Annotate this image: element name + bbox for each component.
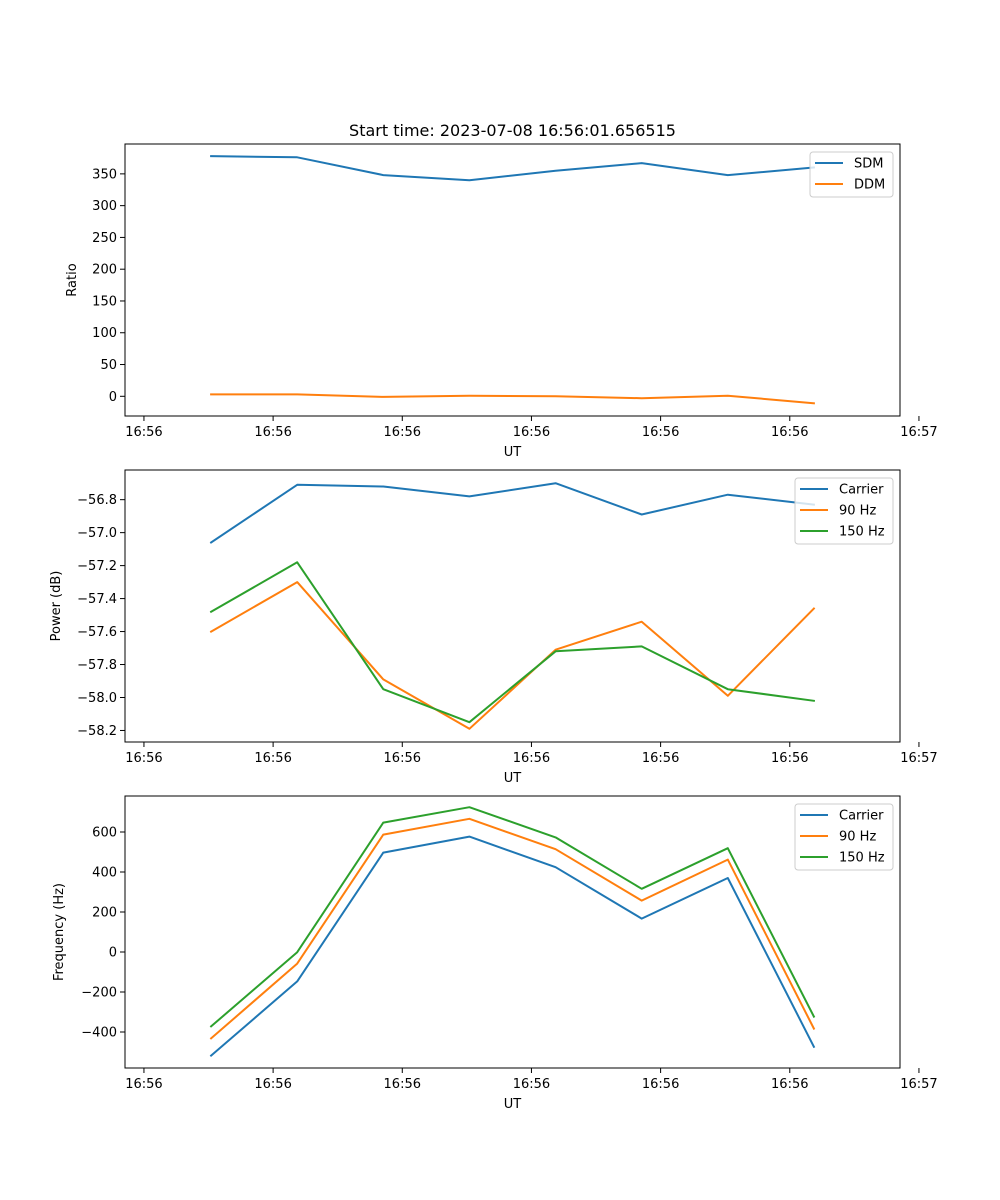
y-tick-label: 200: [92, 263, 117, 278]
x-tick-label: 16:56: [254, 751, 291, 766]
subplot-2: 16:56 16:56 16:56 16:56 16:56 16:56 16:57 −58.2…: [49, 469, 938, 786]
y-tick-label: −57.6: [77, 625, 117, 640]
y-tick-label: −57.2: [77, 559, 117, 574]
y-tick-label: −58.2: [77, 724, 117, 739]
x-tick-label: 16:56: [384, 1077, 421, 1092]
chart-title: Start time: 2023-07-08 16:56:01.656515: [349, 121, 676, 140]
y-tick-label: 250: [92, 231, 117, 246]
x-tick-label: 16:56: [125, 425, 162, 440]
legend-label: 90 Hz: [839, 504, 876, 519]
y-tick-label: 300: [92, 199, 117, 214]
y-tick-label: 0: [109, 390, 117, 405]
x-tick-label: 16:56: [254, 1077, 291, 1092]
y-tick-label: 100: [92, 326, 117, 341]
legend-label: SDM: [854, 157, 883, 172]
x-tick-label: 16:56: [642, 425, 679, 440]
x-tick-label: 16:57: [900, 1077, 937, 1092]
x-axis-label: UT: [504, 1097, 522, 1112]
x-axis-label: UT: [504, 445, 522, 460]
y-tick-label: −57.0: [77, 526, 117, 541]
x-tick-label: 16:57: [900, 751, 937, 766]
x-tick-label: 16:56: [771, 1077, 808, 1092]
x-tick-label: 16:56: [642, 1077, 679, 1092]
y-axis-label: Power (dB): [49, 571, 64, 642]
legend: Carrier 90 Hz 150 Hz: [794, 803, 894, 871]
y-tick-label: 400: [92, 866, 117, 881]
y-tick-label: 0: [109, 946, 117, 961]
subplot-3: 16:56 16:56 16:56 16:56 16:56 16:56 16:57 −400 −…: [52, 795, 938, 1112]
y-tick-label: −400: [81, 1026, 117, 1041]
axes-frame: [124, 469, 901, 743]
series-line-carrier: [209, 482, 816, 544]
x-tick-label: 16:56: [513, 751, 550, 766]
legend-label: DDM: [854, 178, 885, 193]
legend-box: [794, 477, 894, 545]
legend: Carrier 90 Hz 150 Hz: [794, 477, 894, 545]
legend-label: Carrier: [839, 483, 884, 498]
x-tick-label: 16:56: [771, 751, 808, 766]
legend-label: Carrier: [839, 809, 884, 824]
series-line-ddm: [210, 393, 815, 405]
y-tick-label: 200: [92, 906, 117, 921]
axes-frame: [124, 143, 901, 417]
y-tick-label: 350: [92, 167, 117, 182]
y-tick-label: −57.8: [77, 658, 117, 673]
x-tick-label: 16:56: [384, 751, 421, 766]
x-axis-label: UT: [504, 771, 522, 786]
legend-label: 150 Hz: [839, 525, 885, 540]
series-line-150-hz: [209, 806, 816, 1028]
x-tick-label: 16:56: [642, 751, 679, 766]
series-line-sdm: [210, 155, 815, 182]
x-tick-label: 16:56: [125, 1077, 162, 1092]
y-tick-label: −200: [81, 986, 117, 1001]
y-tick-label: 50: [100, 358, 117, 373]
axes-frame: [124, 795, 901, 1069]
y-tick-label: 600: [92, 826, 117, 841]
x-tick-label: 16:56: [125, 751, 162, 766]
x-tick-label: 16:56: [513, 425, 550, 440]
legend-box: [794, 803, 894, 871]
series-line-90-hz: [209, 581, 816, 730]
legend: SDM DDM: [809, 151, 894, 198]
y-tick-label: −58.0: [77, 691, 117, 706]
series-line-150-hz: [209, 561, 816, 724]
y-axis-label: Frequency (Hz): [52, 883, 67, 981]
x-tick-label: 16:56: [384, 425, 421, 440]
series-line-90-hz: [209, 817, 816, 1040]
y-tick-label: −56.8: [77, 493, 117, 508]
x-tick-label: 16:57: [900, 425, 937, 440]
y-tick-label: 150: [92, 294, 117, 309]
legend-label: 90 Hz: [839, 830, 876, 845]
x-tick-label: 16:56: [254, 425, 291, 440]
series-line-carrier: [209, 835, 816, 1058]
legend-label: 150 Hz: [839, 851, 885, 866]
x-tick-label: 16:56: [771, 425, 808, 440]
y-tick-label: −57.4: [77, 592, 117, 607]
y-axis-label: Ratio: [65, 263, 80, 296]
subplot-1: 16:56 16:56 16:56 16:56 16:56 16:56 16:57 0 50 10…: [65, 121, 938, 460]
x-tick-label: 16:56: [513, 1077, 550, 1092]
